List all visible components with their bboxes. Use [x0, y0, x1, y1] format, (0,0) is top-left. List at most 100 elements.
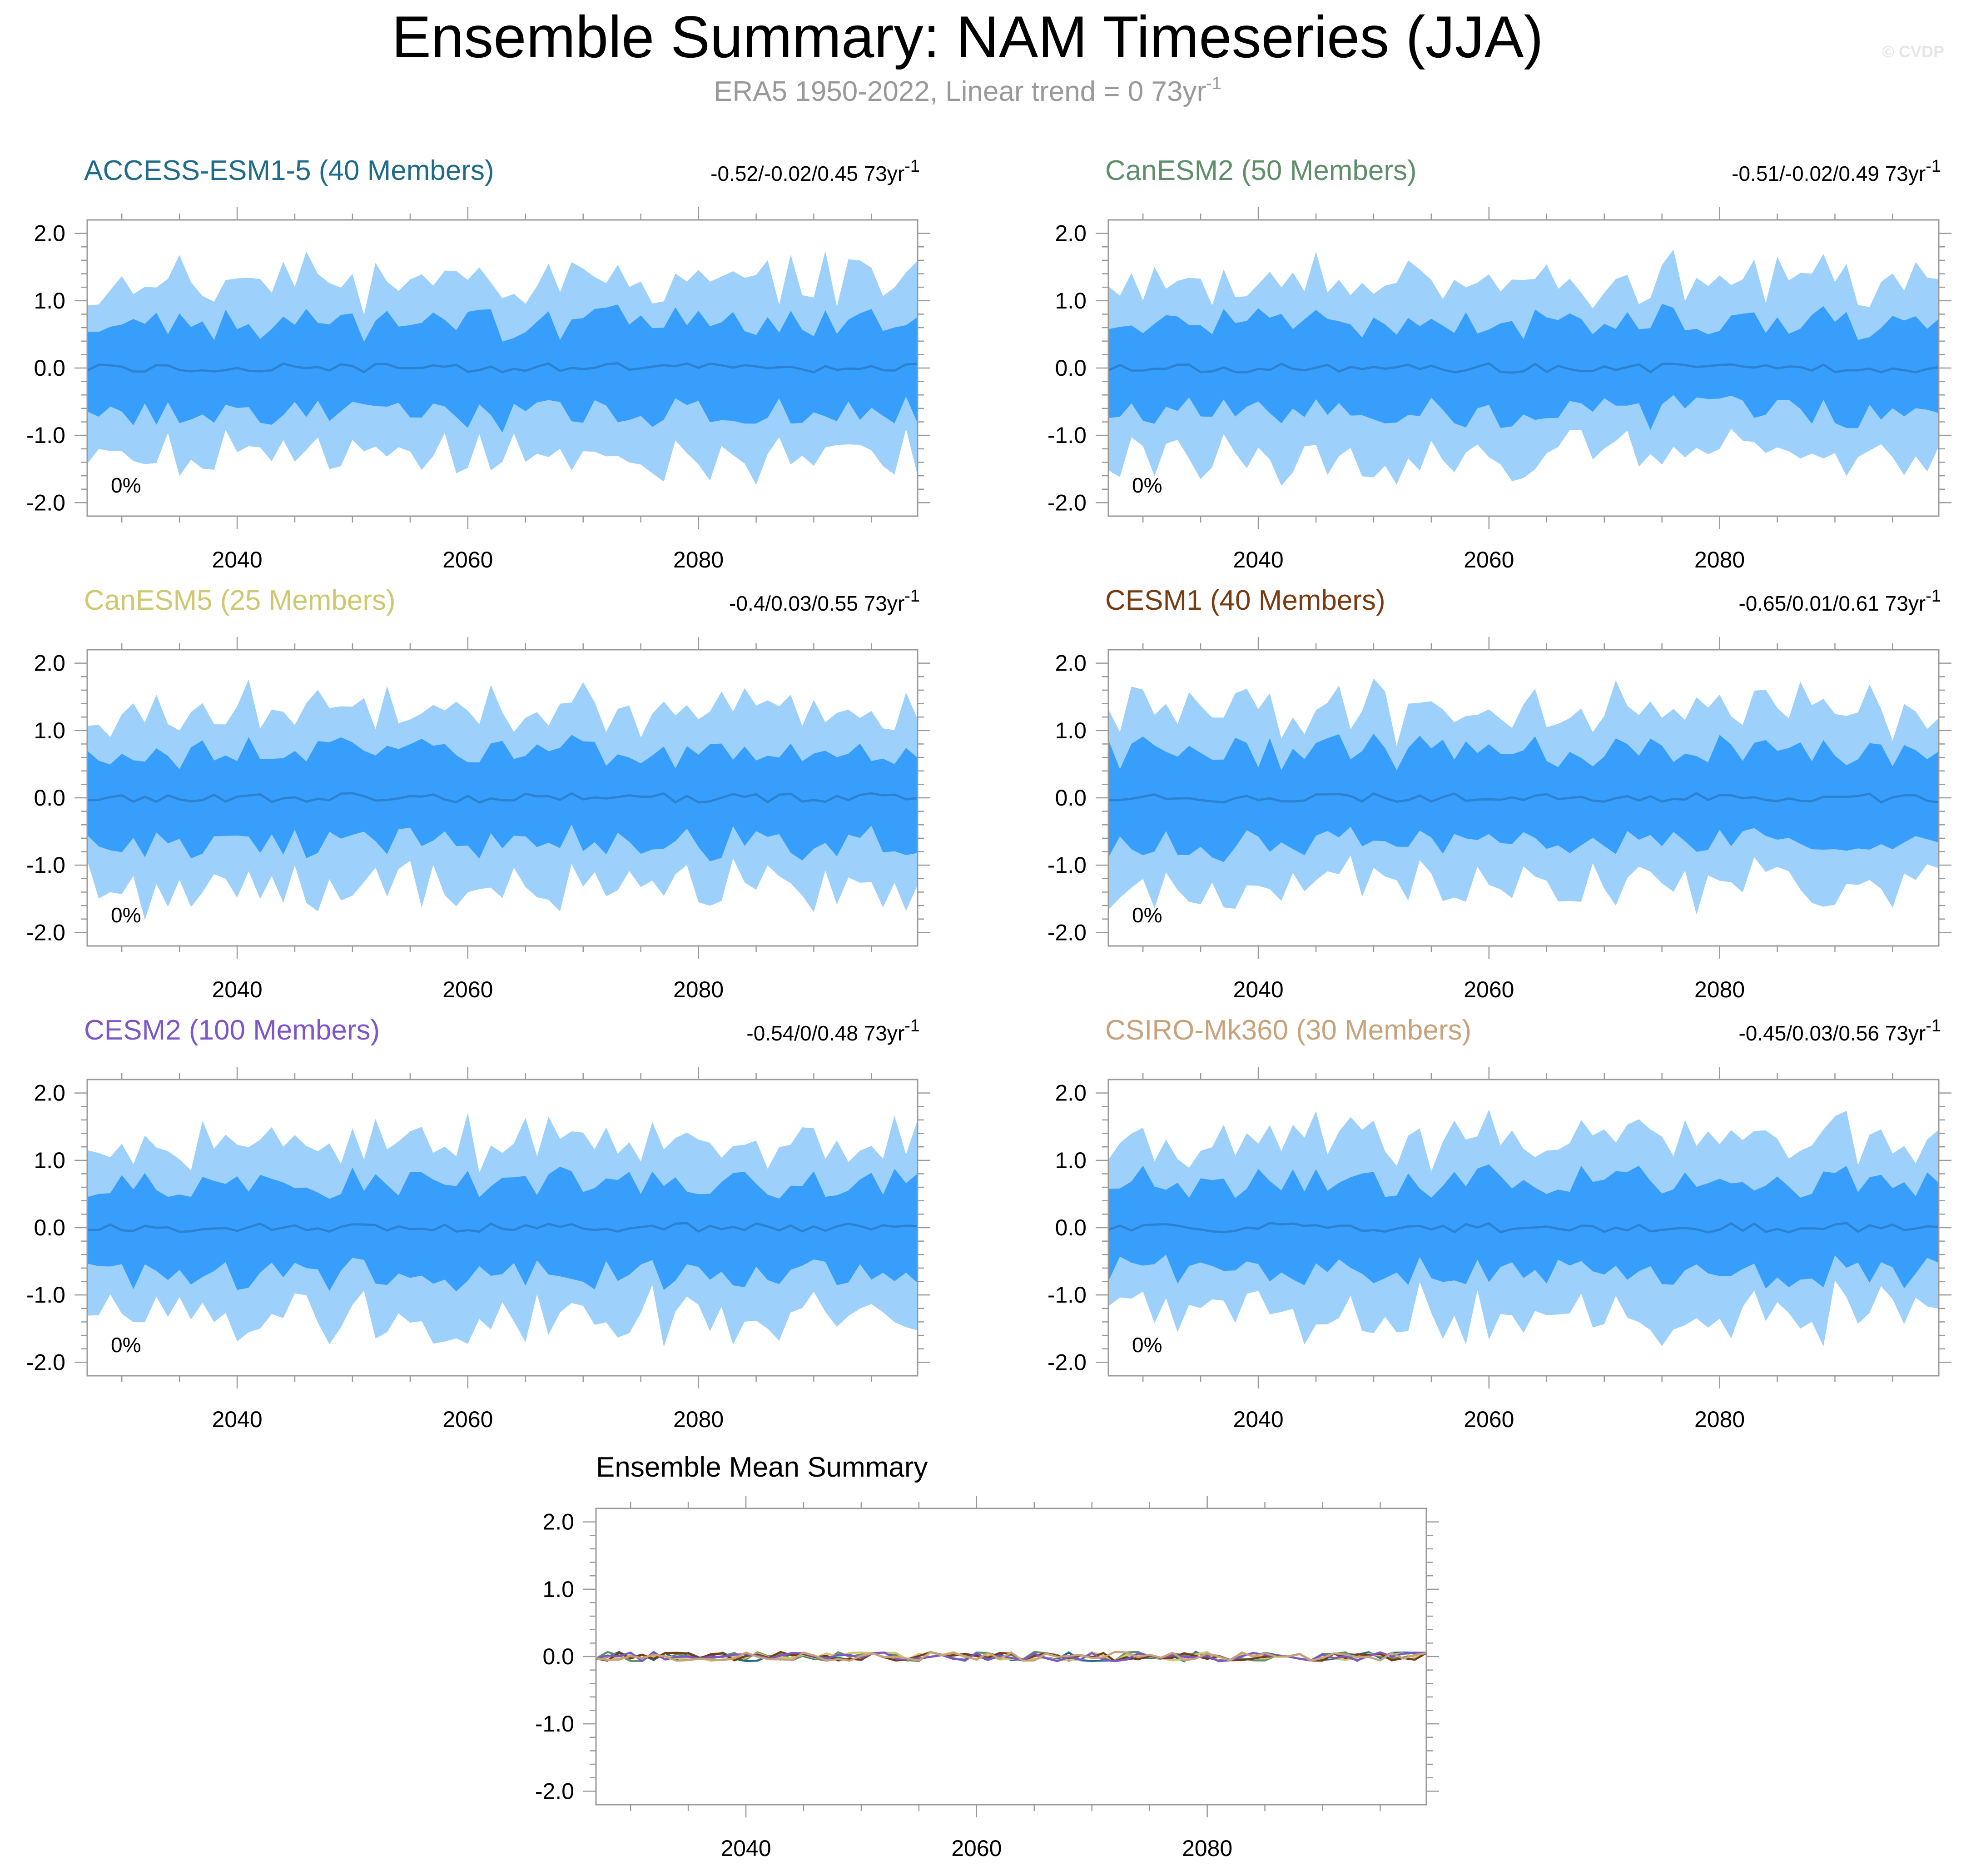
panel-canesm2-range-superscript: -1 [1926, 157, 1941, 176]
panel-access-xtick-label: 2060 [442, 547, 493, 572]
mean-panel-ytick-label: 2.0 [542, 1509, 574, 1535]
panel-canesm5-ytick-label: 1.0 [34, 718, 65, 743]
panel-csiro-inner-band [1108, 1164, 1939, 1289]
panel-access-ytick-label: -1.0 [26, 423, 65, 448]
panel-cesm1: 2.0 1.0 0.0 -1.0 -2.0 2040 2060 2080 CESM1 (40 M… [1048, 585, 1951, 1002]
panel-access-range-value: -0.52/-0.02/0.45 73yr [710, 162, 904, 185]
panel-canesm2-xtick-label: 2040 [1233, 547, 1283, 572]
panel-cesm1-range-superscript: -1 [1926, 587, 1941, 606]
panel-cesm2-ytick-label: 2.0 [34, 1080, 65, 1106]
panel-access-xtick-label: 2080 [673, 547, 724, 572]
panel-csiro-range-value: -0.45/0.03/0.56 73yr [1738, 1021, 1926, 1045]
panel-csiro-range-text: -0.45/0.03/0.56 73yr-1 [1738, 1016, 1941, 1045]
panel-cesm1-range-value: -0.65/0.01/0.61 73yr [1738, 592, 1926, 615]
panel-cesm1-ytick-label: -1.0 [1048, 852, 1087, 878]
panel-cesm1-xtick-label: 2060 [1464, 977, 1514, 1002]
panel-canesm2-ytick-label: 0.0 [1055, 355, 1087, 381]
panel-csiro-ytick-label: -1.0 [1048, 1282, 1087, 1308]
panel-canesm5-xtick-label: 2080 [673, 977, 724, 1002]
panel-csiro-range-superscript: -1 [1926, 1016, 1941, 1035]
mean-panel-ytick-label: -2.0 [535, 1778, 574, 1804]
panel-cesm2-range-text: -0.54/0/0.48 73yr-1 [746, 1016, 920, 1045]
panel-access: 2.0 1.0 0.0 -1.0 -2.0 2040 2060 2080 ACCESS-ESM1… [26, 155, 930, 572]
panel-csiro-ytick-label: -2.0 [1048, 1349, 1087, 1375]
panel-canesm5: 2.0 1.0 0.0 -1.0 -2.0 2040 2060 2080 CanESM5 (25… [26, 585, 930, 1002]
panel-cesm2-range-superscript: -1 [904, 1016, 920, 1035]
panel-csiro-title: CSIRO-Mk360 (30 Members) [1105, 1015, 1471, 1046]
panel-csiro-xtick-label: 2040 [1233, 1407, 1283, 1432]
panel-canesm5-range-value: -0.4/0.03/0.55 73yr [729, 592, 904, 615]
panel-csiro-ytick-label: 1.0 [1055, 1148, 1087, 1173]
panel-canesm5-ytick-label: 0.0 [34, 785, 65, 811]
panel-access-range-superscript: -1 [904, 157, 920, 176]
panel-cesm2: 2.0 1.0 0.0 -1.0 -2.0 2040 2060 2080 CESM2 (100 … [26, 1015, 930, 1432]
panel-canesm2: 2.0 1.0 0.0 -1.0 -2.0 2040 2060 2080 CanESM2 (50… [1048, 155, 1951, 572]
panel-canesm5-percent-label: 0% [111, 903, 141, 927]
panel-cesm2-title: CESM2 (100 Members) [84, 1015, 380, 1046]
panel-access-percent-label: 0% [111, 473, 141, 497]
panel-canesm5-ytick-label: 2.0 [34, 651, 65, 676]
panel-canesm5-ytick-label: -1.0 [26, 852, 65, 878]
panel-cesm1-xtick-label: 2080 [1694, 977, 1745, 1002]
panel-canesm5-range-text: -0.4/0.03/0.55 73yr-1 [729, 587, 920, 615]
mean-panel-ytick-label: -1.0 [535, 1711, 574, 1737]
panel-cesm1-title: CESM1 (40 Members) [1105, 585, 1385, 616]
panel-csiro-mean-line [1108, 1222, 1939, 1234]
panel-canesm2-ytick-label: -1.0 [1048, 423, 1087, 448]
cvdp-watermark: © CVDP [1882, 42, 1944, 61]
panels-group: 2.0 1.0 0.0 -1.0 -2.0 2040 2060 2080 ACCESS-ESM1… [26, 155, 1951, 1432]
panel-canesm2-xtick-label: 2060 [1464, 547, 1514, 572]
panel-canesm5-title: CanESM5 (25 Members) [84, 585, 396, 616]
panel-canesm5-mean-line [87, 792, 918, 804]
panel-cesm2-range-value: -0.54/0/0.48 73yr [746, 1021, 904, 1045]
panel-csiro-xtick-label: 2060 [1464, 1407, 1514, 1432]
mean-panel-xtick-label: 2080 [1182, 1836, 1232, 1861]
panel-csiro: 2.0 1.0 0.0 -1.0 -2.0 2040 2060 2080 CSIRO-Mk360… [1048, 1015, 1951, 1432]
panel-access-ytick-label: 0.0 [34, 355, 65, 381]
panel-cesm2-ytick-label: -1.0 [26, 1282, 65, 1308]
panel-access-ytick-label: -2.0 [26, 490, 65, 515]
panel-cesm1-percent-label: 0% [1132, 903, 1162, 927]
panel-access-ytick-label: 1.0 [34, 288, 65, 313]
panel-csiro-xtick-label: 2080 [1694, 1407, 1745, 1432]
mean-panel-xtick-label: 2040 [720, 1836, 771, 1861]
main-title: Ensemble Summary: NAM Timeseries (JJA) [392, 4, 1544, 70]
panel-canesm5-ytick-label: -2.0 [26, 920, 65, 945]
panel-csiro-percent-label: 0% [1132, 1333, 1162, 1357]
panel-canesm2-title: CanESM2 (50 Members) [1105, 155, 1417, 186]
panel-access-range-text: -0.52/-0.02/0.45 73yr-1 [710, 157, 920, 185]
panel-canesm2-xtick-label: 2080 [1694, 547, 1745, 572]
panel-canesm2-ytick-label: 2.0 [1055, 221, 1087, 246]
mean-panel-xtick-label: 2060 [951, 1836, 1002, 1861]
panel-cesm2-xtick-label: 2040 [212, 1407, 262, 1432]
subtitle-text: ERA5 1950-2022, Linear trend = 0 73yr [714, 76, 1206, 107]
panel-canesm2-mean-line [1107, 362, 1939, 374]
panel-cesm2-ytick-label: -2.0 [26, 1349, 65, 1375]
panel-cesm1-ytick-label: 0.0 [1055, 785, 1087, 811]
mean-panel-ytick-label: 0.0 [542, 1644, 574, 1669]
panel-cesm2-ytick-label: 1.0 [34, 1148, 65, 1173]
panel-cesm1-xtick-label: 2040 [1233, 977, 1283, 1002]
mean-panel-title: Ensemble Mean Summary [596, 1452, 928, 1483]
panel-access-xtick-label: 2040 [212, 547, 262, 572]
panel-canesm2-inner-band [1108, 304, 1939, 430]
panel-access-title: ACCESS-ESM1-5 (40 Members) [84, 155, 494, 186]
panel-canesm2-range-text: -0.51/-0.02/0.49 73yr-1 [1732, 157, 1941, 185]
panel-cesm2-percent-label: 0% [111, 1333, 141, 1357]
panel-csiro-ytick-label: 2.0 [1055, 1080, 1087, 1106]
panel-canesm5-xtick-label: 2060 [442, 977, 493, 1002]
panel-cesm2-mean-line [87, 1222, 918, 1233]
mean-panel-ytick-label: 1.0 [542, 1577, 574, 1602]
panel-canesm2-percent-label: 0% [1132, 473, 1162, 497]
panel-cesm1-range-text: -0.65/0.01/0.61 73yr-1 [1738, 587, 1941, 615]
panel-cesm2-xtick-label: 2060 [442, 1407, 493, 1432]
subtitle-superscript: -1 [1206, 74, 1221, 93]
panel-canesm5-range-superscript: -1 [904, 587, 920, 606]
panel-cesm1-inner-band [1108, 733, 1939, 862]
panel-canesm2-ytick-label: 1.0 [1055, 288, 1087, 313]
panel-canesm2-ytick-label: -2.0 [1048, 490, 1087, 515]
mean-panel-group: 2.0 1.0 0.0 -1.0 -2.0 2040 2060 2080 Ensemble Me… [535, 1452, 1439, 1861]
mean-panel-series-line [596, 1651, 1427, 1662]
panel-canesm5-xtick-label: 2040 [212, 977, 262, 1002]
